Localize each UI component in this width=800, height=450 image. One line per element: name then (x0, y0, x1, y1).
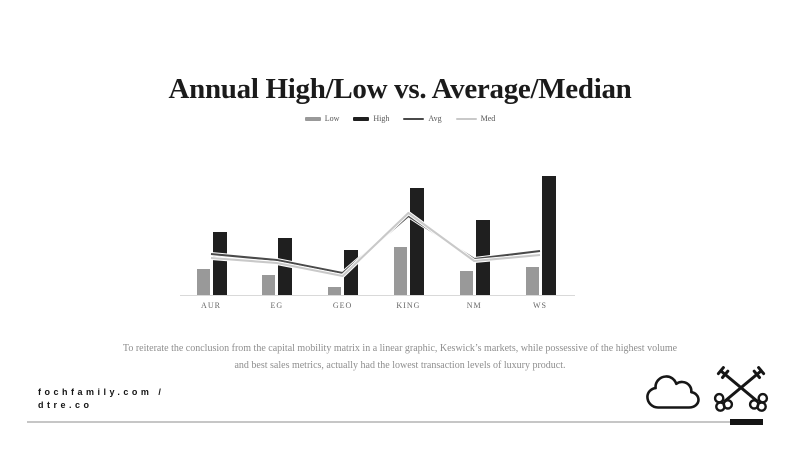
chart-legend: Low High Avg Med (0, 114, 800, 123)
bar-high-ws (541, 176, 556, 296)
legend-item-med: Med (455, 114, 496, 123)
x-tick-geo: GEO (332, 301, 353, 310)
legend-swatch-high (353, 116, 370, 121)
bar-low-eg (262, 275, 276, 296)
legend-item-low: Low (304, 114, 340, 123)
legend-swatch-avg (403, 117, 425, 120)
legend-item-high: High (353, 114, 389, 123)
legend-swatch-med (455, 117, 477, 120)
page-title: Annual High/Low vs. Average/Median (168, 73, 632, 106)
bar-high-eg (278, 238, 293, 296)
x-tick-ws: WS (533, 301, 547, 310)
legend-swatch-low (304, 116, 321, 121)
bar-low-ws (525, 267, 539, 296)
cloud-icon (646, 375, 700, 409)
x-axis-line (180, 295, 575, 296)
line-med (210, 211, 541, 278)
footer-line-1: fochfamily.com / (38, 387, 165, 397)
x-tick-aur: AUR (201, 301, 221, 310)
bar-low-aur (196, 269, 210, 296)
footer-divider (27, 418, 763, 426)
crossed-keys-icon (713, 366, 769, 412)
footer-divider-accent (730, 419, 763, 425)
combo-chart-plot-area (182, 166, 572, 296)
bar-low-geo (328, 287, 342, 296)
legend-item-avg: Avg (403, 114, 442, 123)
legend-label: High (373, 114, 390, 123)
footer-website-text: fochfamily.com / dtre.co (38, 386, 164, 412)
bar-high-aur (212, 232, 227, 296)
footer-divider-line (27, 421, 730, 423)
bar-low-nm (459, 271, 473, 296)
chart-caption: To reiterate the conclusion from the cap… (122, 343, 678, 371)
legend-label: Low (324, 114, 340, 123)
chart-line-series (210, 211, 541, 278)
legend-label: Med (480, 114, 496, 123)
legend-label: Avg (428, 114, 442, 123)
x-axis-tick-labels: AUR EG GEO KING NM WS (182, 301, 572, 313)
x-tick-nm: NM (466, 301, 482, 310)
footer-line-2: dtre.co (38, 400, 93, 410)
bar-low-king (393, 247, 407, 296)
x-tick-king: KING (396, 301, 421, 310)
x-tick-eg: EG (270, 301, 284, 310)
